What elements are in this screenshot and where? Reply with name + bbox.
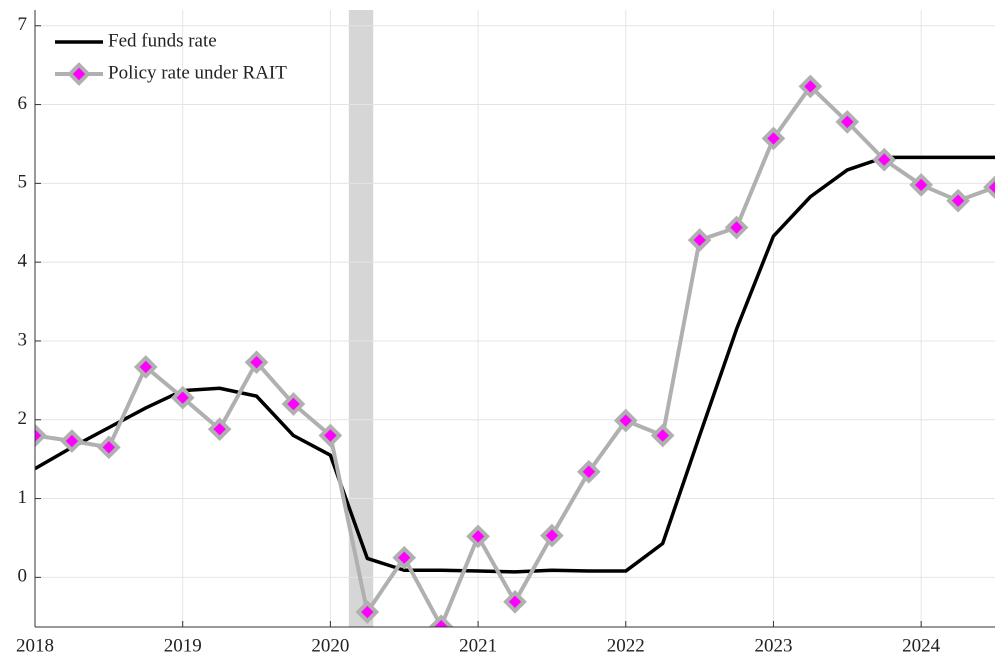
marker [133, 355, 158, 379]
recession-shade [348, 10, 374, 627]
marker [466, 524, 490, 549]
marker [983, 175, 995, 200]
marker [392, 545, 417, 570]
marker [207, 417, 232, 442]
x-tick-label: 2022 [607, 635, 645, 656]
y-tick-label: 1 [18, 487, 28, 508]
x-tick-label: 2023 [754, 635, 792, 656]
x-tick-label: 2018 [16, 635, 54, 656]
marker [946, 188, 970, 213]
x-tick-label: 2021 [459, 635, 497, 656]
marker [577, 459, 601, 484]
marker [244, 350, 269, 375]
marker [355, 600, 380, 624]
marker [170, 385, 195, 410]
plot-area [35, 10, 995, 627]
x-tick-label: 2019 [164, 635, 202, 656]
marker [97, 435, 121, 460]
marker [724, 215, 749, 240]
marker [35, 423, 47, 448]
y-tick-label: 2 [18, 408, 28, 429]
y-tick-label: 3 [18, 329, 28, 350]
y-tick-label: 4 [18, 251, 28, 272]
marker [909, 173, 933, 197]
y-tick-label: 7 [18, 14, 28, 35]
y-tick-label: 6 [18, 93, 28, 114]
legend-label: Policy rate under RAIT [108, 62, 287, 83]
marker [540, 523, 564, 548]
marker [429, 614, 453, 627]
series-line [35, 155, 995, 574]
marker [872, 147, 897, 172]
marker [613, 408, 638, 433]
x-tick-label: 2024 [902, 635, 941, 656]
marker [798, 74, 823, 99]
marker [60, 429, 84, 453]
legend-label: Fed funds rate [108, 30, 217, 51]
marker [761, 126, 786, 151]
y-tick-label: 5 [18, 172, 28, 193]
marker [503, 589, 527, 614]
marker [835, 110, 860, 134]
marker [281, 392, 306, 416]
marker [650, 423, 675, 448]
y-tick-label: 0 [18, 566, 28, 587]
marker [318, 423, 343, 448]
x-tick-label: 2020 [311, 635, 349, 656]
legend-marker [67, 62, 91, 86]
marker [687, 228, 712, 252]
